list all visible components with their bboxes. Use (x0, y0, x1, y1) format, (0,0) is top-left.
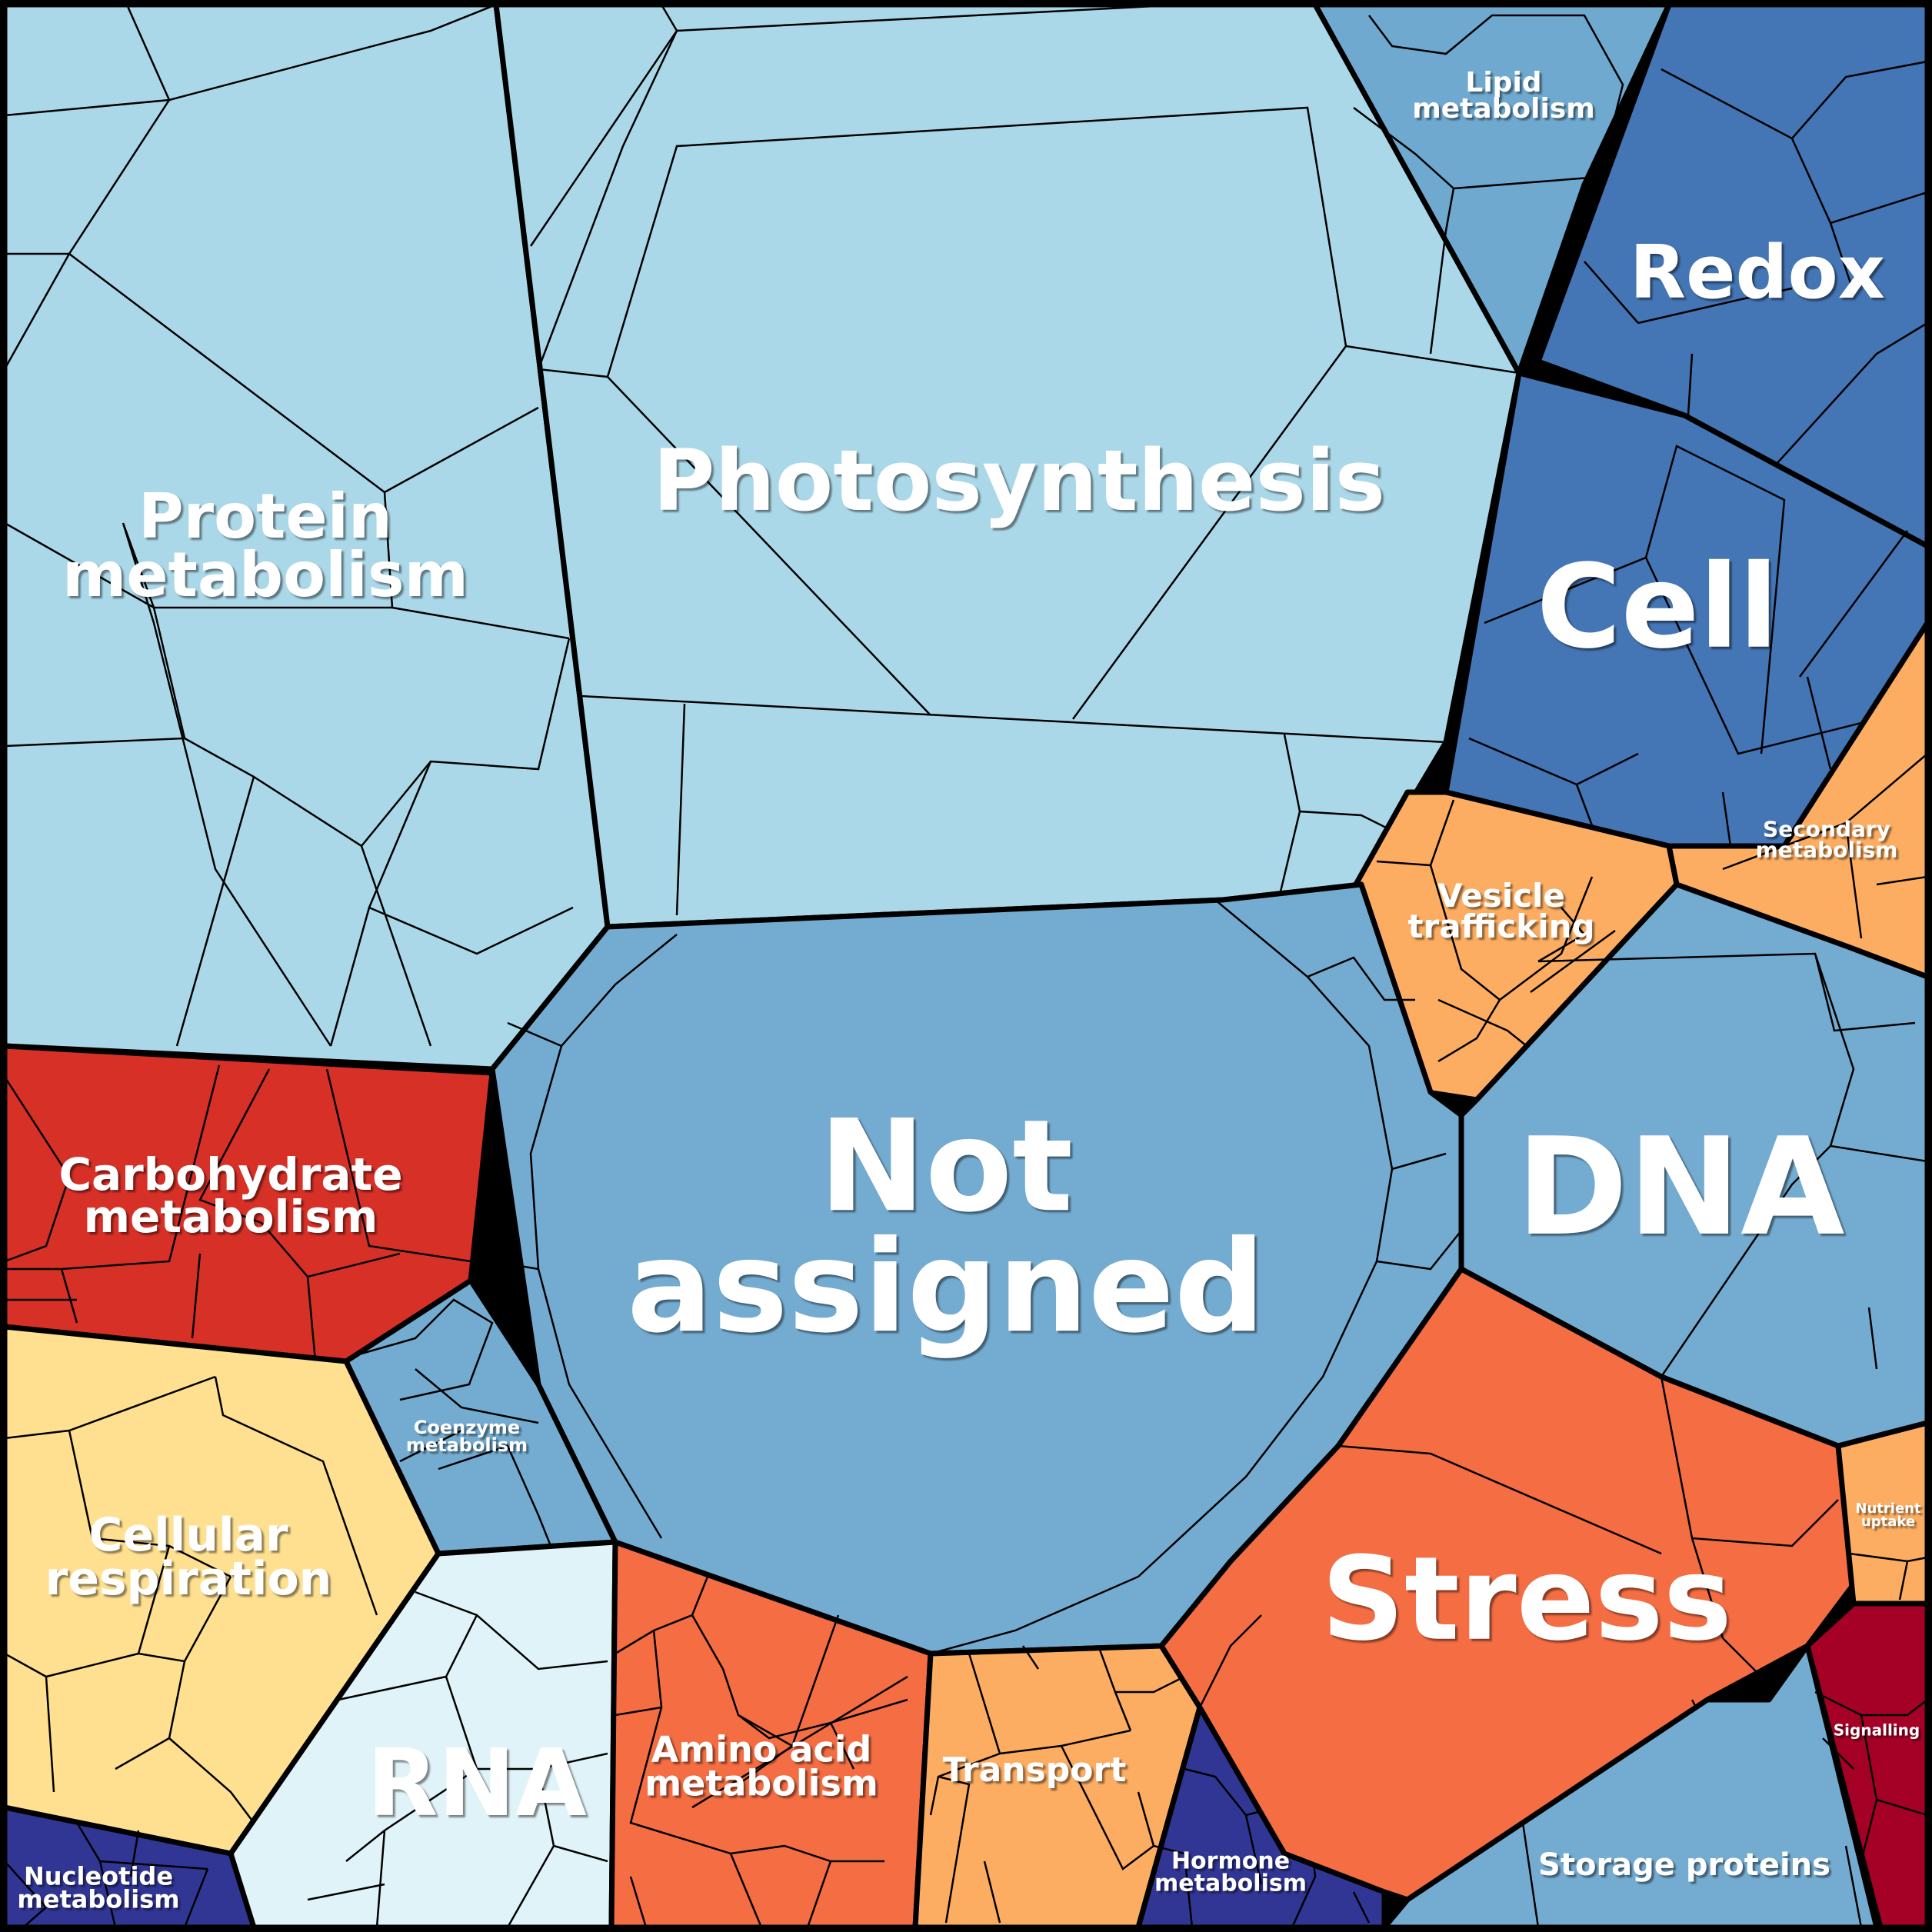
region-photosynthesis[interactable] (493, 2, 1522, 930)
region-nutrient-uptake[interactable] (1835, 1420, 1930, 1607)
region-rna[interactable] (228, 1539, 618, 1930)
region-lipid-metabolism[interactable] (1312, 2, 1672, 376)
region-transport[interactable] (912, 1643, 1203, 1930)
